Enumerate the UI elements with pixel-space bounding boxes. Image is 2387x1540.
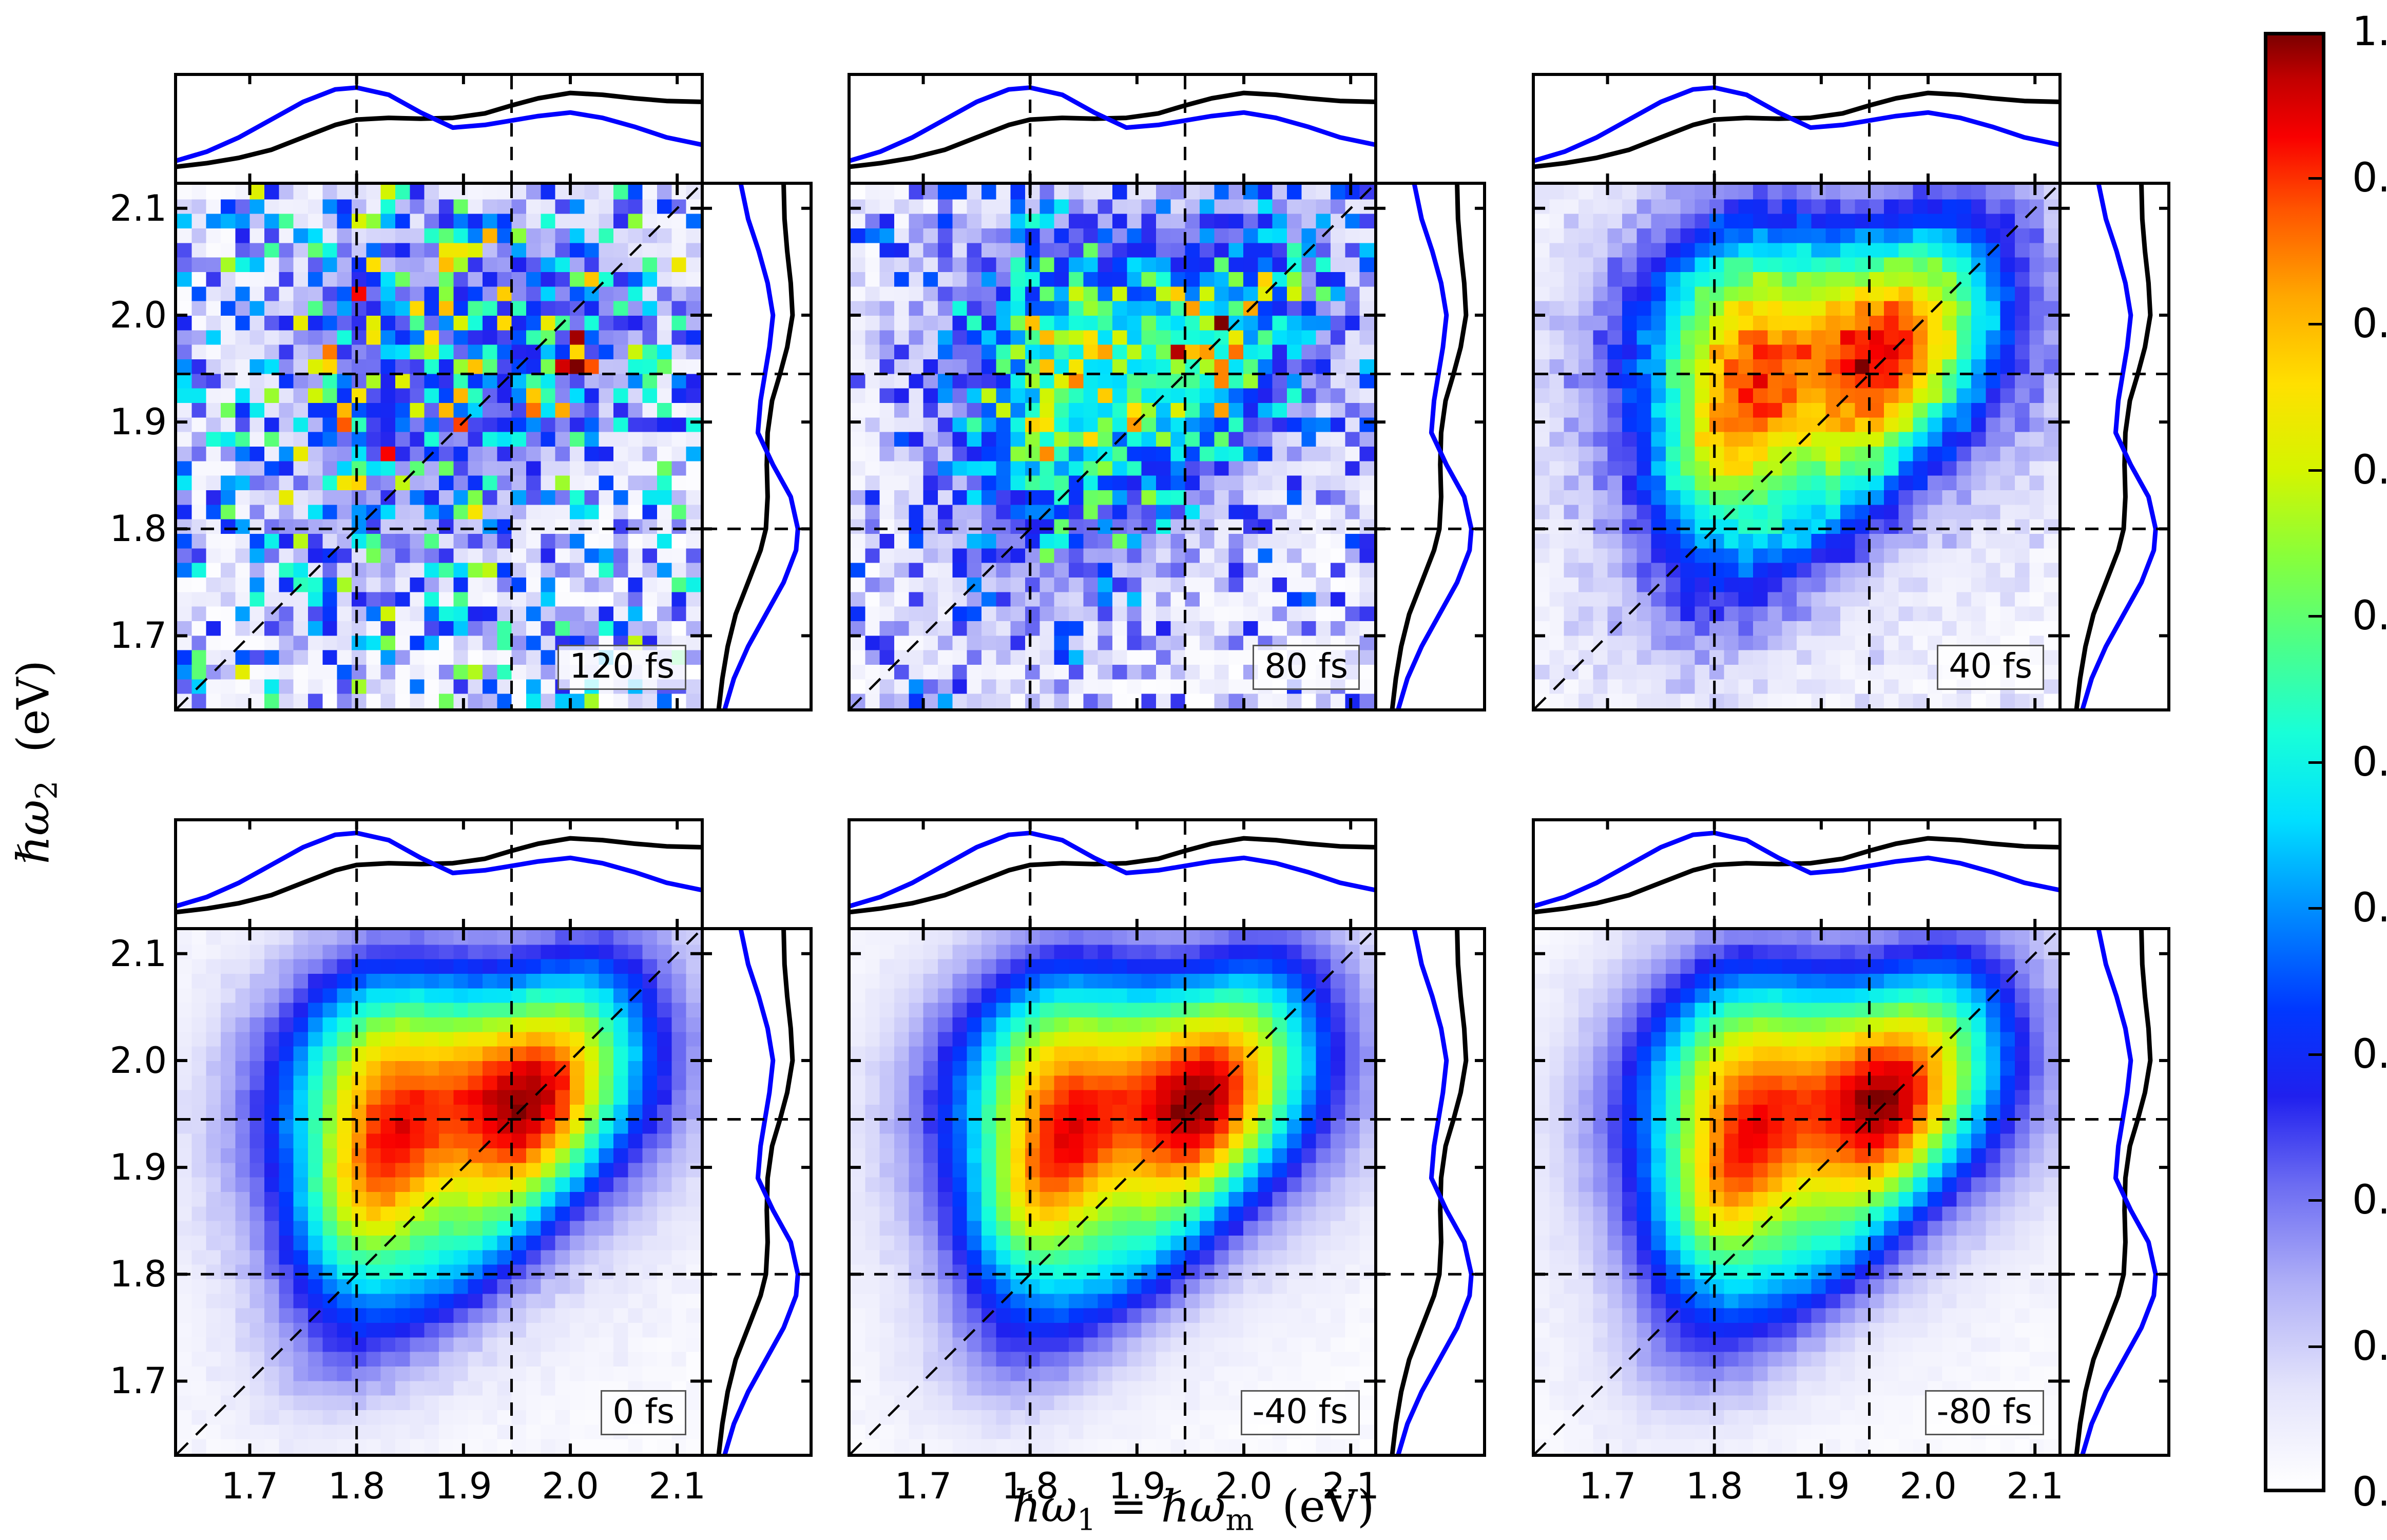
y-tick-label: 1.8 <box>109 1253 167 1296</box>
top-marginal-p80 <box>848 73 1377 185</box>
panel-p120: 120 fs <box>174 73 813 711</box>
colorbar-tick-label: 0.9 <box>2352 155 2387 201</box>
colorbar-tick-label: 0.3 <box>2352 1031 2387 1077</box>
guide-lines-pm80 <box>1535 930 2058 1454</box>
x-tick-label: 2.0 <box>1899 1465 1957 1507</box>
guide-lines-p80 <box>851 185 1374 708</box>
x-tick-label: 1.8 <box>328 1465 386 1507</box>
heatmap-pm40: -40 fs <box>848 927 1377 1457</box>
guide-lines-p0 <box>177 930 701 1454</box>
right-marginal-pm40 <box>1374 927 1486 1457</box>
delay-label-pm80: -80 fs <box>1924 1390 2044 1435</box>
x-tick-label: 2.0 <box>542 1465 599 1507</box>
x-tick-label: 1.7 <box>221 1465 279 1507</box>
heatmap-p40: 40 fs <box>1532 182 2062 711</box>
guide-lines-pm40 <box>851 930 1374 1454</box>
panel-p80: 80 fs <box>848 73 1486 711</box>
heatmap-p80: 80 fs <box>848 182 1377 711</box>
colorbar-tick-mark <box>2308 907 2322 910</box>
x-tick-label: 2.0 <box>1215 1465 1273 1507</box>
delay-label-p120: 120 fs <box>557 645 686 690</box>
top-marginal-p40 <box>1532 73 2062 185</box>
x-tick-label: 1.7 <box>1578 1465 1637 1507</box>
y-tick-label: 1.9 <box>109 401 167 444</box>
y-tick-label: 1.9 <box>109 1146 167 1189</box>
right-marginal-p80 <box>1374 182 1486 711</box>
colorbar: 1.0 0.9 0.8 0.7 0.6 0.5 0.4 0.3 0.2 0.1 0.0 <box>2264 9 2387 1515</box>
guide-lines-p120 <box>177 185 701 708</box>
right-marginal-p0 <box>701 927 813 1457</box>
colorbar-tick-mark <box>2308 469 2322 472</box>
colorbar-tick-mark <box>2308 1345 2322 1348</box>
y-tick-label: 1.8 <box>109 508 167 550</box>
guide-lines-p40 <box>1535 185 2058 708</box>
right-marginal-pm80 <box>2058 927 2170 1457</box>
colorbar-tick-mark <box>2308 1199 2322 1202</box>
x-tick-label: 2.1 <box>648 1465 706 1507</box>
panel-pm40: -40 fs <box>848 818 1486 1457</box>
top-marginal-p0 <box>174 818 704 930</box>
colorbar-tick-mark <box>2308 323 2322 325</box>
colorbar-tick-label: 0.7 <box>2352 447 2387 493</box>
y-tick-label: 2.0 <box>109 1039 167 1082</box>
colorbar-tick-label: 0.6 <box>2352 593 2387 639</box>
colorbar-tick-label: 0.4 <box>2352 885 2387 931</box>
x-tick-label: 2.1 <box>2006 1465 2064 1507</box>
colorbar-tick-label: 0.2 <box>2352 1177 2387 1223</box>
colorbar-tick-label: 0.0 <box>2352 1469 2387 1515</box>
y-tick-label: 1.7 <box>109 614 167 657</box>
panel-p40: 40 fs <box>1532 73 2170 711</box>
delay-label-p80: 80 fs <box>1253 645 1360 690</box>
top-marginal-pm80 <box>1532 818 2062 930</box>
heatmap-p120: 120 fs <box>174 182 704 711</box>
x-tick-label: 1.8 <box>1686 1465 1743 1507</box>
x-tick-label: 1.8 <box>1002 1465 1059 1507</box>
colorbar-tick-mark <box>2308 1053 2322 1056</box>
y-tick-label: 2.1 <box>109 187 167 229</box>
heatmap-p0: 0 fs <box>174 927 704 1457</box>
y-tick-label: 2.1 <box>109 932 167 975</box>
colorbar-tick-label: 1.0 <box>2352 9 2387 55</box>
right-marginal-p40 <box>2058 182 2170 711</box>
colorbar-tick-label: 0.1 <box>2352 1323 2387 1370</box>
x-tick-label: 1.9 <box>1793 1465 1850 1507</box>
x-tick-label: 1.9 <box>1108 1465 1166 1507</box>
x-tick-label: 1.9 <box>435 1465 492 1507</box>
delay-label-p40: 40 fs <box>1937 645 2044 690</box>
delay-label-pm40: -40 fs <box>1240 1390 1360 1435</box>
panel-p0: 0 fs <box>174 818 813 1457</box>
heatmap-pm80: -80 fs <box>1532 927 2062 1457</box>
colorbar-tick-mark <box>2308 615 2322 618</box>
x-tick-label: 1.7 <box>894 1465 952 1507</box>
colorbar-tick-mark <box>2308 177 2322 180</box>
y-tick-label: 1.7 <box>109 1360 167 1402</box>
right-marginal-p120 <box>701 182 813 711</box>
top-marginal-pm40 <box>848 818 1377 930</box>
colorbar-tick-mark <box>2308 761 2322 764</box>
colorbar-tick-label: 0.5 <box>2352 739 2387 785</box>
colorbar-tick-label: 0.8 <box>2352 301 2387 347</box>
panel-pm80: -80 fs <box>1532 818 2170 1457</box>
y-tick-label: 2.0 <box>109 294 167 336</box>
colorbar-gradient <box>2264 32 2325 1492</box>
x-axis-label: ℏω1 = ℏωm (eV) <box>1012 1481 1375 1537</box>
delay-label-p0: 0 fs <box>601 1390 686 1435</box>
top-marginal-p120 <box>174 73 704 185</box>
x-tick-label: 2.1 <box>1322 1465 1379 1507</box>
